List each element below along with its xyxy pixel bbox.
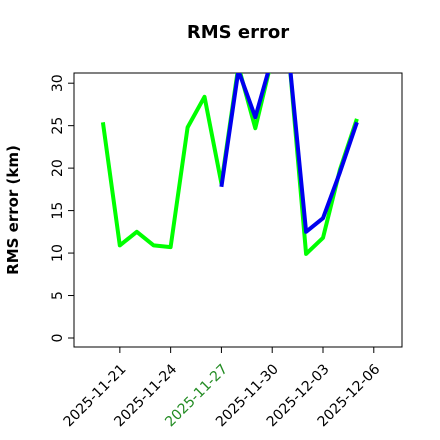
y-tick-label: 20: [50, 159, 66, 177]
series-line: [100, 73, 359, 256]
y-tick-label: 30: [50, 74, 66, 92]
y-tick-label: 15: [50, 202, 66, 220]
y-tick-label: 0: [50, 334, 66, 343]
plot-frame: [73, 72, 403, 348]
y-tick-label: 10: [50, 244, 66, 262]
y-tick-label: 25: [50, 117, 66, 135]
plot-area: [100, 73, 359, 256]
series-line: [219, 73, 359, 234]
y-tick-label: 5: [50, 291, 66, 300]
chart-title: RMS error: [187, 22, 289, 43]
y-axis-label: RMS error (km): [4, 145, 22, 275]
